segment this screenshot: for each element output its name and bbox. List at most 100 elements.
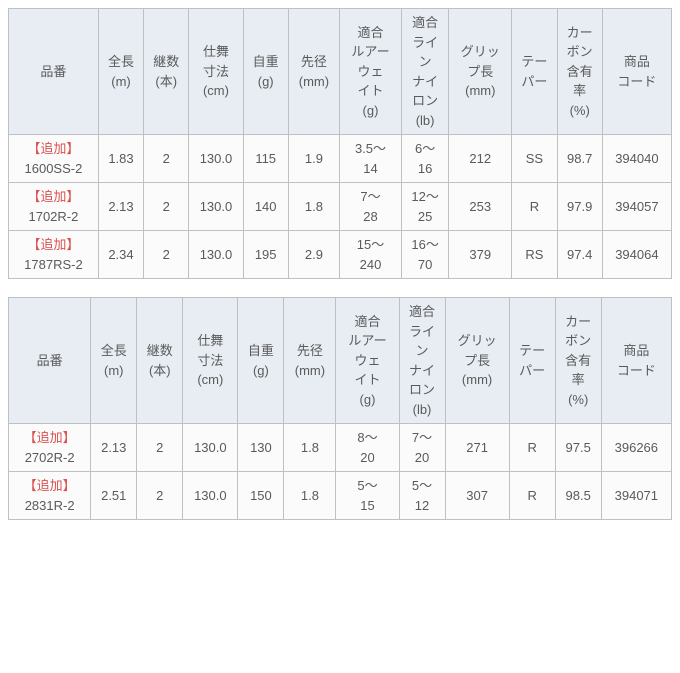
col-header: 適合ルアーウェイト(g) [336, 298, 399, 424]
data-cell: 8～20 [336, 424, 399, 472]
data-cell: 271 [445, 424, 509, 472]
product-code: 2831R-2 [25, 498, 75, 513]
data-cell: R [509, 424, 555, 472]
col-header: グリップ長(mm) [449, 9, 512, 135]
data-cell: 98.7 [557, 135, 602, 183]
data-cell: 2 [137, 424, 183, 472]
data-cell: 2 [144, 231, 189, 279]
data-cell: 98.5 [555, 472, 601, 520]
data-cell: 7～20 [399, 424, 445, 472]
data-cell: 150 [238, 472, 284, 520]
data-cell: R [512, 183, 557, 231]
data-cell: 379 [449, 231, 512, 279]
col-header: 品番 [9, 298, 91, 424]
table-row: 【追加】1787RS-22.342130.01952.915～24016～703… [9, 231, 672, 279]
data-cell: 140 [243, 183, 288, 231]
col-header: 適合ラインナイロン(lb) [399, 298, 445, 424]
data-cell: 2 [144, 183, 189, 231]
data-cell: R [509, 472, 555, 520]
col-header: 適合ルアーウェイト(g) [339, 9, 401, 135]
data-cell: 394064 [602, 231, 671, 279]
data-cell: SS [512, 135, 557, 183]
spec-table-0: 品番全長(m)継数(本)仕舞寸法(cm)自重(g)先径(mm)適合ルアーウェイト… [8, 8, 672, 279]
col-header: 先径(mm) [288, 9, 339, 135]
data-cell: 97.4 [557, 231, 602, 279]
data-cell: 195 [243, 231, 288, 279]
data-cell: 130.0 [189, 135, 243, 183]
data-cell: 1.83 [98, 135, 143, 183]
data-cell: 1.8 [288, 183, 339, 231]
data-cell: 396266 [601, 424, 671, 472]
product-tag: 【追加】 [24, 430, 76, 445]
col-header: カーボン含有率(%) [557, 9, 602, 135]
col-header: 全長(m) [98, 9, 143, 135]
col-header: 仕舞寸法(cm) [183, 298, 238, 424]
product-code: 1702R-2 [28, 209, 78, 224]
col-header: 品番 [9, 9, 99, 135]
col-header: 先径(mm) [284, 298, 336, 424]
col-header: テーパー [512, 9, 557, 135]
product-tag: 【追加】 [24, 478, 76, 493]
data-cell: 212 [449, 135, 512, 183]
table-row: 【追加】 1600SS-2 1.832130.01151.93.5～146～1621… [9, 135, 672, 183]
data-cell: 130.0 [189, 183, 243, 231]
spec-table-1: 品番全長(m)継数(本)仕舞寸法(cm)自重(g)先径(mm)適合ルアーウェイト… [8, 297, 672, 520]
data-cell: 16～70 [401, 231, 448, 279]
data-cell: 115 [243, 135, 288, 183]
tables-container: 品番全長(m)継数(本)仕舞寸法(cm)自重(g)先径(mm)適合ルアーウェイト… [8, 8, 672, 520]
data-cell: 5～12 [399, 472, 445, 520]
table-row: 【追加】 2702R-2 2.132130.01301.88～207～20271R9… [9, 424, 672, 472]
data-cell: 253 [449, 183, 512, 231]
col-header: 商品コード [602, 9, 671, 135]
table-row: 【追加】 2831R-2 2.512130.01501.85～155～12307R9… [9, 472, 672, 520]
col-header: 自重(g) [243, 9, 288, 135]
data-cell: 2 [137, 472, 183, 520]
data-cell: RS [512, 231, 557, 279]
col-header: 適合ラインナイロン(lb) [401, 9, 448, 135]
data-cell: 130 [238, 424, 284, 472]
product-name-cell: 【追加】 2831R-2 [9, 472, 91, 520]
data-cell: 1.8 [284, 424, 336, 472]
data-cell: 1.9 [288, 135, 339, 183]
data-cell: 130.0 [183, 424, 238, 472]
col-header: 仕舞寸法(cm) [189, 9, 243, 135]
product-code: 2702R-2 [25, 450, 75, 465]
data-cell: 2.13 [98, 183, 143, 231]
data-cell: 97.5 [555, 424, 601, 472]
data-cell: 15～240 [339, 231, 401, 279]
col-header: 継数(本) [137, 298, 183, 424]
col-header: 商品コード [601, 298, 671, 424]
product-tag: 【追加】 [27, 237, 79, 252]
data-cell: 394057 [602, 183, 671, 231]
data-cell: 2.51 [91, 472, 137, 520]
data-cell: 130.0 [189, 231, 243, 279]
col-header: 継数(本) [144, 9, 189, 135]
data-cell: 394040 [602, 135, 671, 183]
data-cell: 6～16 [401, 135, 448, 183]
data-cell: 307 [445, 472, 509, 520]
data-cell: 2.13 [91, 424, 137, 472]
product-tag: 【追加】 [27, 189, 79, 204]
data-cell: 2.9 [288, 231, 339, 279]
data-cell: 130.0 [183, 472, 238, 520]
data-cell: 2.34 [98, 231, 143, 279]
data-cell: 1.8 [284, 472, 336, 520]
product-name-cell: 【追加】 1600SS-2 [9, 135, 99, 183]
product-tag: 【追加】 [27, 141, 79, 156]
product-code: 1600SS-2 [25, 161, 83, 176]
col-header: 全長(m) [91, 298, 137, 424]
col-header: カーボン含有率(%) [555, 298, 601, 424]
col-header: グリップ長(mm) [445, 298, 509, 424]
data-cell: 97.9 [557, 183, 602, 231]
product-name-cell: 【追加】 1787RS-2 [9, 231, 99, 279]
data-cell: 3.5～14 [339, 135, 401, 183]
data-cell: 2 [144, 135, 189, 183]
data-cell: 7～28 [339, 183, 401, 231]
data-cell: 5～15 [336, 472, 399, 520]
product-name-cell: 【追加】 1702R-2 [9, 183, 99, 231]
product-code: 1787RS-2 [24, 257, 83, 272]
table-row: 【追加】 1702R-2 2.132130.01401.87～2812～25253R… [9, 183, 672, 231]
data-cell: 394071 [601, 472, 671, 520]
data-cell: 12～25 [401, 183, 448, 231]
col-header: テーパー [509, 298, 555, 424]
